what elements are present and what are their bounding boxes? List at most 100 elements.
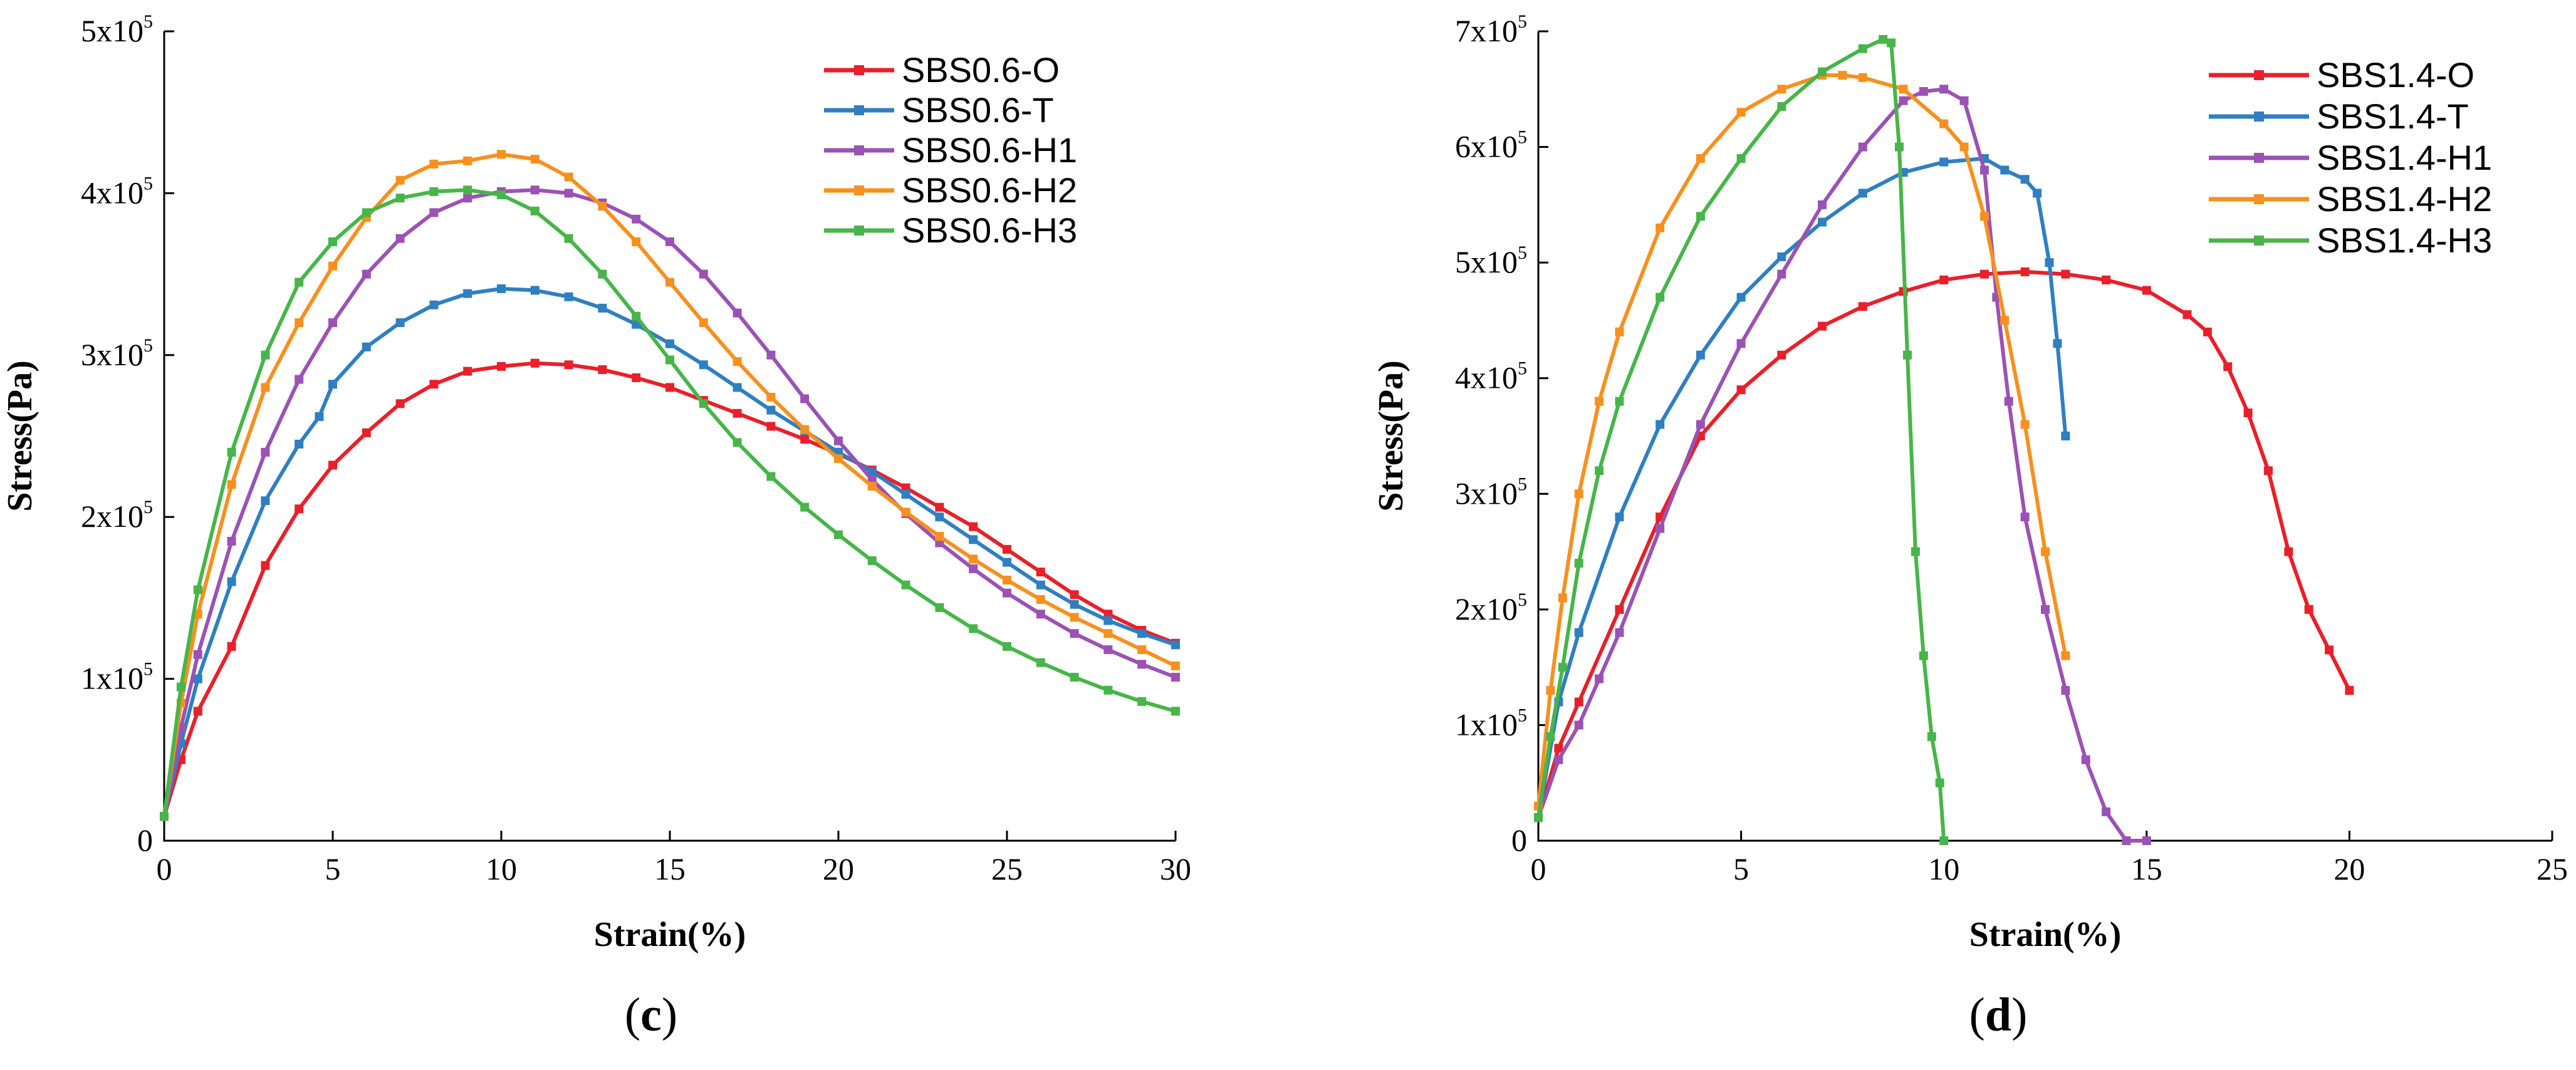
- data-point: [1777, 350, 1786, 360]
- data-point: [564, 172, 573, 182]
- data-point: [1036, 610, 1045, 619]
- data-point: [1103, 616, 1113, 625]
- data-point: [598, 365, 607, 375]
- data-point: [800, 502, 810, 512]
- data-point: [1574, 720, 1583, 730]
- x-tick-label: 10: [486, 851, 517, 886]
- data-point: [1919, 86, 1928, 96]
- legend-marker: [854, 226, 864, 236]
- legend-label: SBS0.6-H3: [902, 210, 1077, 250]
- data-point: [1777, 269, 1786, 279]
- data-point: [193, 650, 202, 659]
- data-point: [2053, 339, 2062, 348]
- data-point: [1777, 252, 1786, 261]
- data-point: [1979, 165, 1989, 175]
- data-point: [1615, 605, 1624, 614]
- data-point: [328, 380, 337, 389]
- data-point: [2304, 605, 2313, 614]
- legend-marker: [854, 185, 864, 195]
- legend-label: SBS1.4-T: [2317, 96, 2469, 136]
- data-point: [2045, 258, 2054, 268]
- series-line-SBS0.6-T: [162, 286, 1177, 819]
- legend-label: SBS0.6-O: [902, 50, 1060, 90]
- data-point: [530, 358, 540, 368]
- data-point: [699, 318, 708, 328]
- data-point: [665, 278, 674, 287]
- chart-panel-1: 0 5 10 15 20 25 0 1x105 2x105 3x105 4x105 5x105 6x10…: [1372, 11, 2568, 1041]
- legend-marker: [2254, 70, 2264, 80]
- data-point: [1036, 658, 1045, 667]
- data-point: [2061, 432, 2070, 440]
- data-point: [2033, 189, 2042, 198]
- data-point: [1574, 559, 1583, 568]
- data-point: [2203, 327, 2212, 336]
- y-tick-label: 1x105: [1455, 705, 1527, 742]
- data-point: [1003, 544, 1011, 554]
- data-point: [1615, 397, 1624, 406]
- data-point: [497, 190, 506, 199]
- data-point: [632, 373, 641, 382]
- data-point: [328, 261, 337, 271]
- data-point: [1171, 640, 1180, 650]
- data-point: [1899, 85, 1908, 94]
- panel-label: (c): [625, 989, 677, 1041]
- data-point: [2004, 397, 2013, 406]
- legend-label: SBS1.4-H1: [2317, 138, 2492, 177]
- legend-label: SBS0.6-T: [902, 90, 1054, 130]
- data-point: [328, 318, 337, 328]
- y-axis-title: Stress(Pa): [1, 360, 39, 512]
- y-tick-label: 3x105: [1455, 474, 1527, 511]
- y-tick-label: 0: [1511, 823, 1527, 858]
- data-point: [1656, 223, 1665, 232]
- data-point: [295, 318, 304, 328]
- data-point: [530, 185, 540, 195]
- data-point: [2061, 269, 2070, 279]
- y-tick-label: 4x105: [1455, 358, 1527, 395]
- data-point: [1003, 588, 1011, 598]
- data-point: [463, 185, 472, 195]
- legend-label: SBS0.6-H1: [902, 130, 1077, 170]
- data-point: [867, 556, 877, 565]
- data-point: [2263, 466, 2273, 475]
- data-point: [1546, 686, 1555, 695]
- y-tick-label: 6x105: [1455, 127, 1527, 164]
- x-tick-label: 5: [325, 851, 341, 886]
- data-point: [901, 507, 910, 517]
- data-point: [1696, 420, 1705, 429]
- x-axis-title: Strain(%): [594, 915, 746, 954]
- data-point: [733, 438, 742, 447]
- series-line-SBS1.4-H1: [1536, 87, 2149, 843]
- data-point: [1939, 85, 1949, 94]
- data-point: [1899, 96, 1908, 105]
- data-point: [1887, 38, 1896, 48]
- data-point: [1696, 350, 1705, 360]
- data-point: [261, 496, 270, 506]
- legend-label: SBS1.4-O: [2317, 55, 2474, 95]
- data-point: [463, 289, 472, 298]
- x-tick-label: 30: [1160, 851, 1191, 886]
- chart-panel-0: 0 5 10 15 20 25 30 0 1x105 2x105 3x105 4x105 5x105 St…: [1, 11, 1191, 1041]
- data-point: [1615, 628, 1624, 637]
- x-axis-title: Strain(%): [1969, 915, 2122, 954]
- data-point: [1595, 397, 1604, 406]
- legend-label: SBS1.4-H2: [2317, 179, 2492, 219]
- series-line-SBS1.4-T: [1536, 157, 2068, 820]
- series-line-SBS0.6-H1: [162, 188, 1177, 819]
- data-point: [564, 292, 573, 301]
- data-point: [530, 155, 540, 164]
- data-point: [969, 535, 978, 544]
- data-point: [1879, 34, 1888, 44]
- data-point: [1777, 101, 1786, 111]
- x-tick-label: 10: [1928, 851, 1959, 886]
- data-point: [1070, 629, 1079, 638]
- data-point: [193, 674, 202, 683]
- data-point: [463, 156, 472, 165]
- data-point: [1838, 71, 1847, 80]
- data-point: [328, 237, 337, 246]
- y-tick-label: 3x105: [81, 335, 153, 372]
- data-point: [429, 159, 439, 169]
- data-point: [564, 360, 573, 370]
- data-point: [1959, 142, 1969, 152]
- data-point: [463, 194, 472, 203]
